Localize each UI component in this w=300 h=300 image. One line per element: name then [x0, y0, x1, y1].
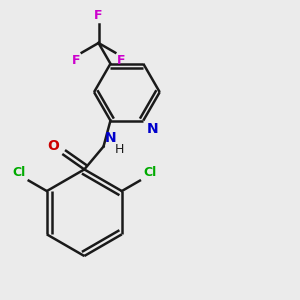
Text: N: N [105, 131, 117, 145]
Text: Cl: Cl [13, 166, 26, 179]
Text: N: N [147, 122, 158, 136]
Text: F: F [117, 54, 125, 67]
Text: H: H [115, 143, 124, 156]
Text: O: O [47, 139, 59, 152]
Text: Cl: Cl [143, 166, 156, 179]
Text: F: F [94, 9, 103, 22]
Text: F: F [72, 54, 80, 67]
